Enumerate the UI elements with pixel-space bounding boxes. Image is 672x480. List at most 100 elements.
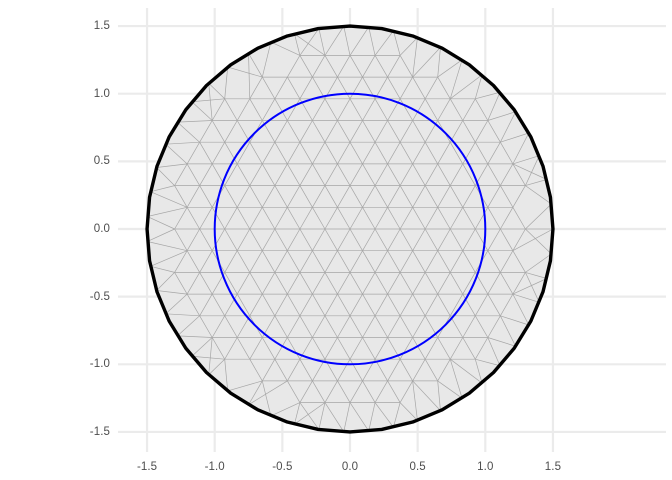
- mesh-edge: [312, 142, 326, 165]
- mesh-edge: [475, 358, 501, 367]
- mesh-edge: [349, 120, 363, 143]
- mesh-edge: [437, 185, 451, 208]
- mesh-edge: [337, 272, 351, 295]
- mesh-edge: [249, 163, 263, 186]
- mesh-edge: [274, 337, 288, 360]
- mesh-edge: [236, 120, 251, 143]
- mesh-edge: [437, 250, 451, 273]
- mesh-edge: [186, 185, 200, 208]
- mesh-edge: [324, 120, 338, 143]
- mesh-edge: [337, 315, 351, 338]
- mesh-edge: [249, 207, 263, 230]
- mesh-edge: [191, 98, 225, 103]
- mesh-edge: [474, 315, 489, 338]
- mesh-edge: [387, 315, 401, 338]
- mesh-edge: [387, 272, 401, 295]
- mesh-edge: [312, 228, 326, 251]
- interface-circle: [213, 92, 487, 366]
- mesh-edge: [186, 293, 200, 316]
- mesh-edge: [374, 142, 388, 165]
- mesh-edge: [236, 98, 251, 121]
- mesh-edge: [349, 207, 363, 230]
- mesh-edge: [362, 120, 376, 143]
- mesh-edge: [324, 26, 345, 56]
- mesh-edge: [412, 185, 426, 208]
- mesh-edge: [487, 337, 501, 366]
- mesh-edge: [236, 185, 251, 208]
- mesh-edge: [525, 253, 552, 273]
- mesh-edge: [299, 250, 313, 273]
- mesh-edge: [437, 59, 463, 78]
- mesh-edge: [424, 359, 439, 382]
- mesh-edge: [374, 30, 394, 56]
- mesh-edge: [474, 293, 489, 316]
- mesh-edge: [349, 98, 363, 121]
- mesh-edge: [474, 207, 489, 230]
- mesh-edge: [437, 228, 451, 251]
- mesh-edge: [249, 272, 263, 295]
- mesh-edge: [374, 293, 388, 316]
- mesh-edge: [337, 293, 351, 316]
- mesh-edge: [324, 380, 338, 403]
- mesh-edge: [412, 250, 426, 273]
- mesh-edge: [294, 402, 301, 425]
- mesh-edge: [374, 185, 388, 208]
- mesh-edge: [512, 272, 526, 295]
- mesh-edge: [387, 142, 401, 165]
- mesh-edge: [450, 358, 483, 384]
- mesh-edge: [487, 228, 501, 251]
- mesh-edge: [287, 380, 301, 403]
- y-tick-label-2: -0.5: [89, 290, 110, 303]
- mesh-edge: [487, 163, 501, 186]
- mesh-edge: [500, 163, 514, 186]
- mesh-edge: [270, 402, 301, 417]
- mesh-edge: [227, 380, 263, 392]
- mesh-edge: [236, 163, 251, 186]
- mesh-edge: [362, 163, 376, 186]
- mesh-edge: [424, 76, 439, 99]
- mesh-edge: [343, 402, 351, 432]
- mesh-edge: [274, 315, 288, 338]
- mesh-edge: [156, 290, 188, 295]
- mesh-edge: [312, 315, 326, 338]
- mesh-edge: [274, 207, 288, 230]
- mesh-edge: [312, 359, 326, 382]
- mesh-edge: [324, 337, 338, 360]
- mesh-edge: [318, 28, 326, 56]
- mesh-edge: [500, 207, 514, 230]
- mesh-edge: [299, 402, 320, 430]
- mesh-edge: [393, 402, 401, 428]
- mesh-edge: [474, 359, 483, 384]
- mesh-edge: [525, 155, 540, 186]
- mesh-edge: [362, 207, 376, 230]
- mesh-edge: [337, 359, 351, 382]
- mesh-edge: [374, 98, 388, 121]
- mesh-edge: [274, 359, 288, 382]
- mesh-edge: [487, 111, 516, 121]
- mesh-edge: [474, 337, 489, 360]
- mesh-edge: [449, 120, 464, 143]
- mesh-edge: [512, 185, 526, 208]
- mesh-edge: [337, 76, 351, 99]
- mesh-edge: [147, 241, 188, 252]
- mesh-edge: [399, 315, 413, 338]
- mesh-edge: [474, 142, 489, 165]
- mesh-edge: [374, 315, 388, 338]
- mesh-edge: [474, 120, 489, 143]
- mesh-edge: [337, 120, 351, 143]
- mesh-edge: [487, 293, 501, 316]
- mesh-edge: [274, 228, 288, 251]
- mesh-edge: [500, 250, 514, 273]
- mesh-edge: [287, 337, 301, 360]
- mesh-edge: [449, 185, 464, 208]
- mesh-edge: [424, 142, 439, 165]
- mesh-edge: [224, 228, 238, 251]
- mesh-edge: [191, 101, 213, 121]
- mesh-edge: [475, 91, 501, 100]
- mesh-edge: [525, 203, 552, 230]
- y-tick-label-1: -1.0: [89, 358, 110, 371]
- mesh-edge: [362, 272, 376, 295]
- mesh-edge: [236, 142, 251, 165]
- mesh-edge: [374, 228, 388, 251]
- mesh-edge: [399, 380, 413, 403]
